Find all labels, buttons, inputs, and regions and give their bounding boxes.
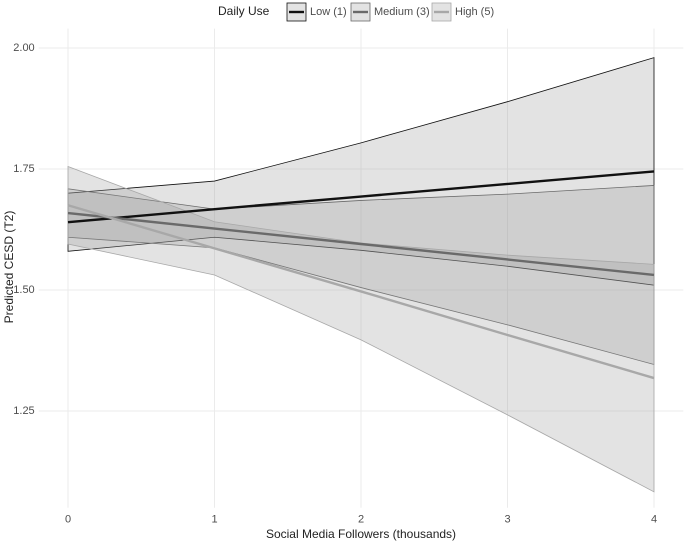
y-axis-label: Predicted CESD (T2) (2, 211, 16, 324)
y-tick-label: 2.00 (13, 42, 34, 54)
x-tick-label: 0 (65, 514, 71, 526)
x-tick-label: 2 (358, 514, 364, 526)
x-axis-label: Social Media Followers (thousands) (266, 527, 456, 541)
legend-label: High (5) (455, 6, 494, 18)
line (67, 170, 655, 224)
legend-label: Low (1) (310, 6, 347, 18)
line (67, 211, 655, 277)
y-tick-label: 1.50 (13, 284, 34, 296)
line (67, 204, 655, 380)
x-tick-label: 3 (504, 514, 510, 526)
legend-title: Daily Use (218, 4, 270, 18)
legend-label: Medium (3) (374, 6, 430, 18)
y-tick-label: 1.25 (13, 405, 34, 417)
x-tick-label: 1 (211, 514, 217, 526)
x-tick-label: 4 (651, 514, 657, 526)
y-tick-label: 1.75 (13, 163, 34, 175)
